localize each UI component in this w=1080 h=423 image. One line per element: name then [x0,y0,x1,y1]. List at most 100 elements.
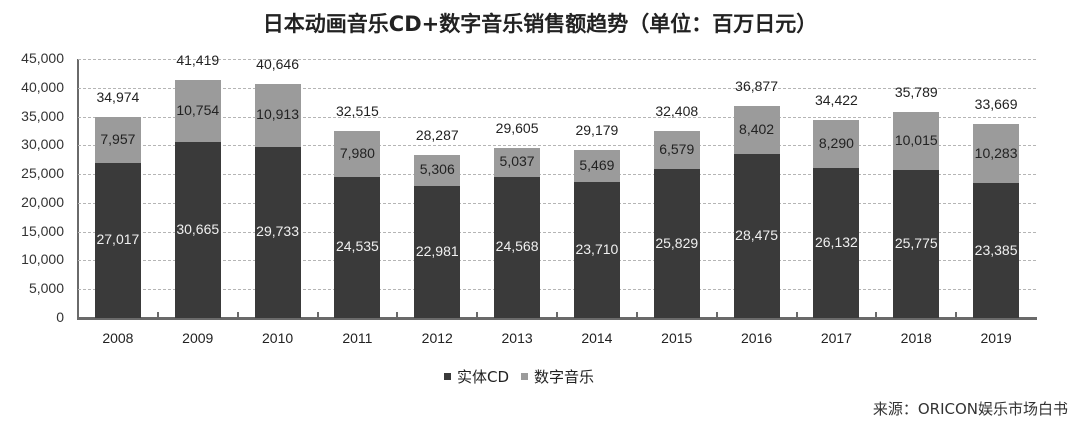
data-label-digital: 8,402 [739,120,775,137]
data-label-cd: 23,710 [575,240,619,257]
bar-segment-digital [334,130,381,177]
bar-segment-cd [973,183,1020,318]
bar-segment-cd [893,169,940,318]
bar-segment-digital [653,131,700,170]
data-label-total: 35,789 [894,84,938,100]
gridline [78,289,1036,291]
bar-segment-digital [494,147,541,177]
y-tick-label: 30,000 [21,136,64,153]
data-label-cd: 25,775 [894,234,938,251]
gridline [78,87,1036,89]
gridline [78,202,1036,204]
bar-segment-digital [893,112,940,170]
bar-segment-digital [414,155,461,186]
data-label-total: 34,974 [96,88,140,105]
x-tick [955,312,958,318]
x-tick [556,312,558,318]
bar-stack [973,124,1020,318]
bar-stack [94,116,141,318]
y-tick-label: 15,000 [21,222,64,239]
data-label-cd: 24,535 [335,238,379,255]
bar-stack [254,84,301,318]
x-tick [795,312,798,318]
x-tick [476,312,479,318]
x-tick [236,312,239,318]
data-label-digital: 7,980 [339,144,375,161]
x-tick [875,312,878,318]
bar-stack [414,155,461,318]
bar-segment-digital [254,84,301,147]
bar-segment-digital [174,79,221,142]
data-label-total: 29,179 [575,122,619,139]
data-label-cd: 29,733 [256,223,299,240]
bar-segment-cd [334,176,381,318]
data-label-cd: 26,132 [814,233,858,250]
y-tick-label: 5,000 [28,280,64,297]
x-tick-label: 2019 [980,330,1012,346]
data-label-digital: 6,579 [659,141,695,158]
data-label-cd: 30,665 [176,220,220,237]
x-tick-label: 2014 [581,330,613,346]
bar-stack [733,105,780,318]
data-label-total: 28,287 [415,127,459,144]
gridline [78,174,1036,176]
y-axis [77,59,79,320]
bar-segment-digital [973,124,1020,184]
x-tick-label: 2010 [262,330,294,346]
bar-segment-cd [94,162,141,318]
data-label-total: 40,646 [256,56,299,73]
data-label-cd: 23,385 [974,241,1018,258]
bar-segment-digital [813,119,860,168]
data-label-total: 32,408 [655,103,699,120]
bar-segment-cd [573,181,620,318]
y-tick-label: 0 [56,309,64,325]
data-label-cd: 28,475 [735,227,778,244]
bar-segment-cd [494,176,541,318]
bar-segment-cd [414,185,461,318]
legend-item-digital: 数字音乐 [521,366,594,387]
bar-segment-cd [254,146,301,318]
data-label-digital: 7,957 [100,130,136,147]
gridline [78,231,1036,233]
bar-segment-cd [813,167,860,318]
x-tick-label: 2012 [421,330,453,346]
legend-swatch-cd [444,373,451,380]
gridline [78,260,1036,262]
y-tick-label: 10,000 [21,251,64,268]
plot-area: 27,017 7,957 34,974 30,665 10,754 41,419 29,73… [77,52,1037,320]
x-tick-label: 2016 [741,330,773,346]
data-label-total: 33,669 [974,96,1018,113]
data-label-cd: 25,829 [655,234,699,251]
x-tick [715,312,718,318]
gridline [78,59,1036,60]
x-tick [635,312,638,318]
data-label-total: 32,515 [335,102,379,119]
data-label-digital: 10,283 [974,144,1018,161]
bar-segment-digital [573,150,620,182]
data-label-digital: 5,469 [579,156,615,173]
x-tick-label: 2008 [102,330,134,346]
data-label-digital: 8,290 [818,134,854,151]
data-label-digital: 10,754 [176,101,220,118]
y-tick-label: 20,000 [21,193,64,210]
bar-segment-cd [174,141,221,318]
y-tick-label: 25,000 [21,165,64,182]
x-tick-label: 2018 [900,330,932,346]
gridline [78,116,1036,118]
x-tick-label: 2013 [501,330,533,346]
bar-segment-digital [94,116,141,163]
legend-swatch-digital [521,373,529,380]
bar-segment-cd [653,169,700,318]
bar-stack [813,119,860,318]
gridline [78,145,1036,147]
bar-stack [334,130,381,318]
x-tick [156,312,159,318]
legend-label: 数字音乐 [534,368,595,386]
data-label-digital: 5,037 [499,153,535,170]
x-tick [316,312,319,318]
data-label-total: 29,605 [495,119,539,136]
bar-stack [174,79,221,318]
bar-stack [653,131,700,318]
data-label-cd: 24,568 [495,238,539,255]
legend-item-cd: 实体CD [444,366,509,387]
